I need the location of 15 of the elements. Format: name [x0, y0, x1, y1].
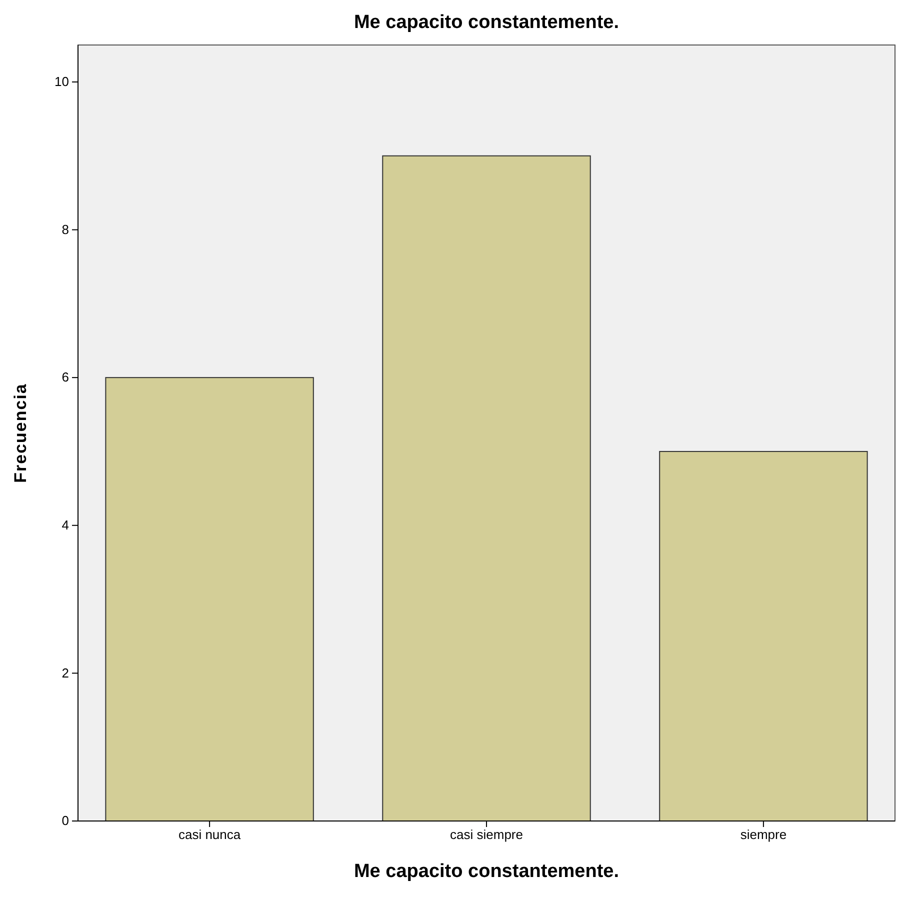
y-tick-label: 6 [62, 370, 69, 385]
bar [105, 377, 314, 822]
y-tick-label: 4 [62, 518, 69, 533]
y-tick-label: 10 [54, 74, 69, 90]
x-tick-label: casi siempre [450, 827, 523, 842]
bar [382, 155, 591, 822]
y-tick-label: 2 [62, 665, 69, 680]
x-tick-label: casi nunca [178, 827, 242, 842]
y-tick-label: 8 [62, 222, 69, 237]
x-axis-title: Me capacito constantemente. [354, 861, 620, 882]
bar [659, 450, 868, 822]
chart-title: Me capacito constantemente. [354, 12, 620, 33]
x-tick-label: siempre [740, 827, 787, 842]
y-axis-title: Frecuencia [11, 383, 30, 483]
y-tick-label: 0 [62, 813, 69, 828]
